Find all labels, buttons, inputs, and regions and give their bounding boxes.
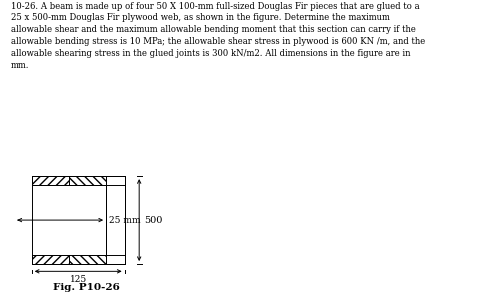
Bar <box>69 176 106 185</box>
Bar <box>106 176 125 264</box>
Text: 10-26. A beam is made up of four 50 X 100-mm full-sized Douglas Fir pieces that : 10-26. A beam is made up of four 50 X 10… <box>11 2 425 70</box>
Bar <box>32 255 69 264</box>
Text: 125: 125 <box>69 275 87 285</box>
Text: 25 mm: 25 mm <box>109 216 141 224</box>
Text: Fig. P10-26: Fig. P10-26 <box>53 283 120 292</box>
Bar <box>69 255 106 264</box>
Text: 500: 500 <box>144 216 162 224</box>
Bar <box>32 176 69 185</box>
